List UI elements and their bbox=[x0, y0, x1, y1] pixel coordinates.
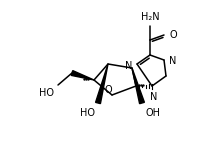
Text: OH: OH bbox=[145, 108, 160, 118]
Polygon shape bbox=[71, 71, 94, 80]
Polygon shape bbox=[96, 64, 108, 104]
Text: N: N bbox=[169, 56, 176, 66]
Text: N: N bbox=[150, 92, 158, 102]
Polygon shape bbox=[132, 68, 144, 104]
Text: HO: HO bbox=[80, 108, 95, 118]
Text: H₂N: H₂N bbox=[141, 12, 159, 22]
Text: N: N bbox=[125, 61, 132, 71]
Text: HO: HO bbox=[39, 88, 54, 98]
Text: O: O bbox=[169, 30, 177, 40]
Text: O: O bbox=[104, 85, 112, 95]
